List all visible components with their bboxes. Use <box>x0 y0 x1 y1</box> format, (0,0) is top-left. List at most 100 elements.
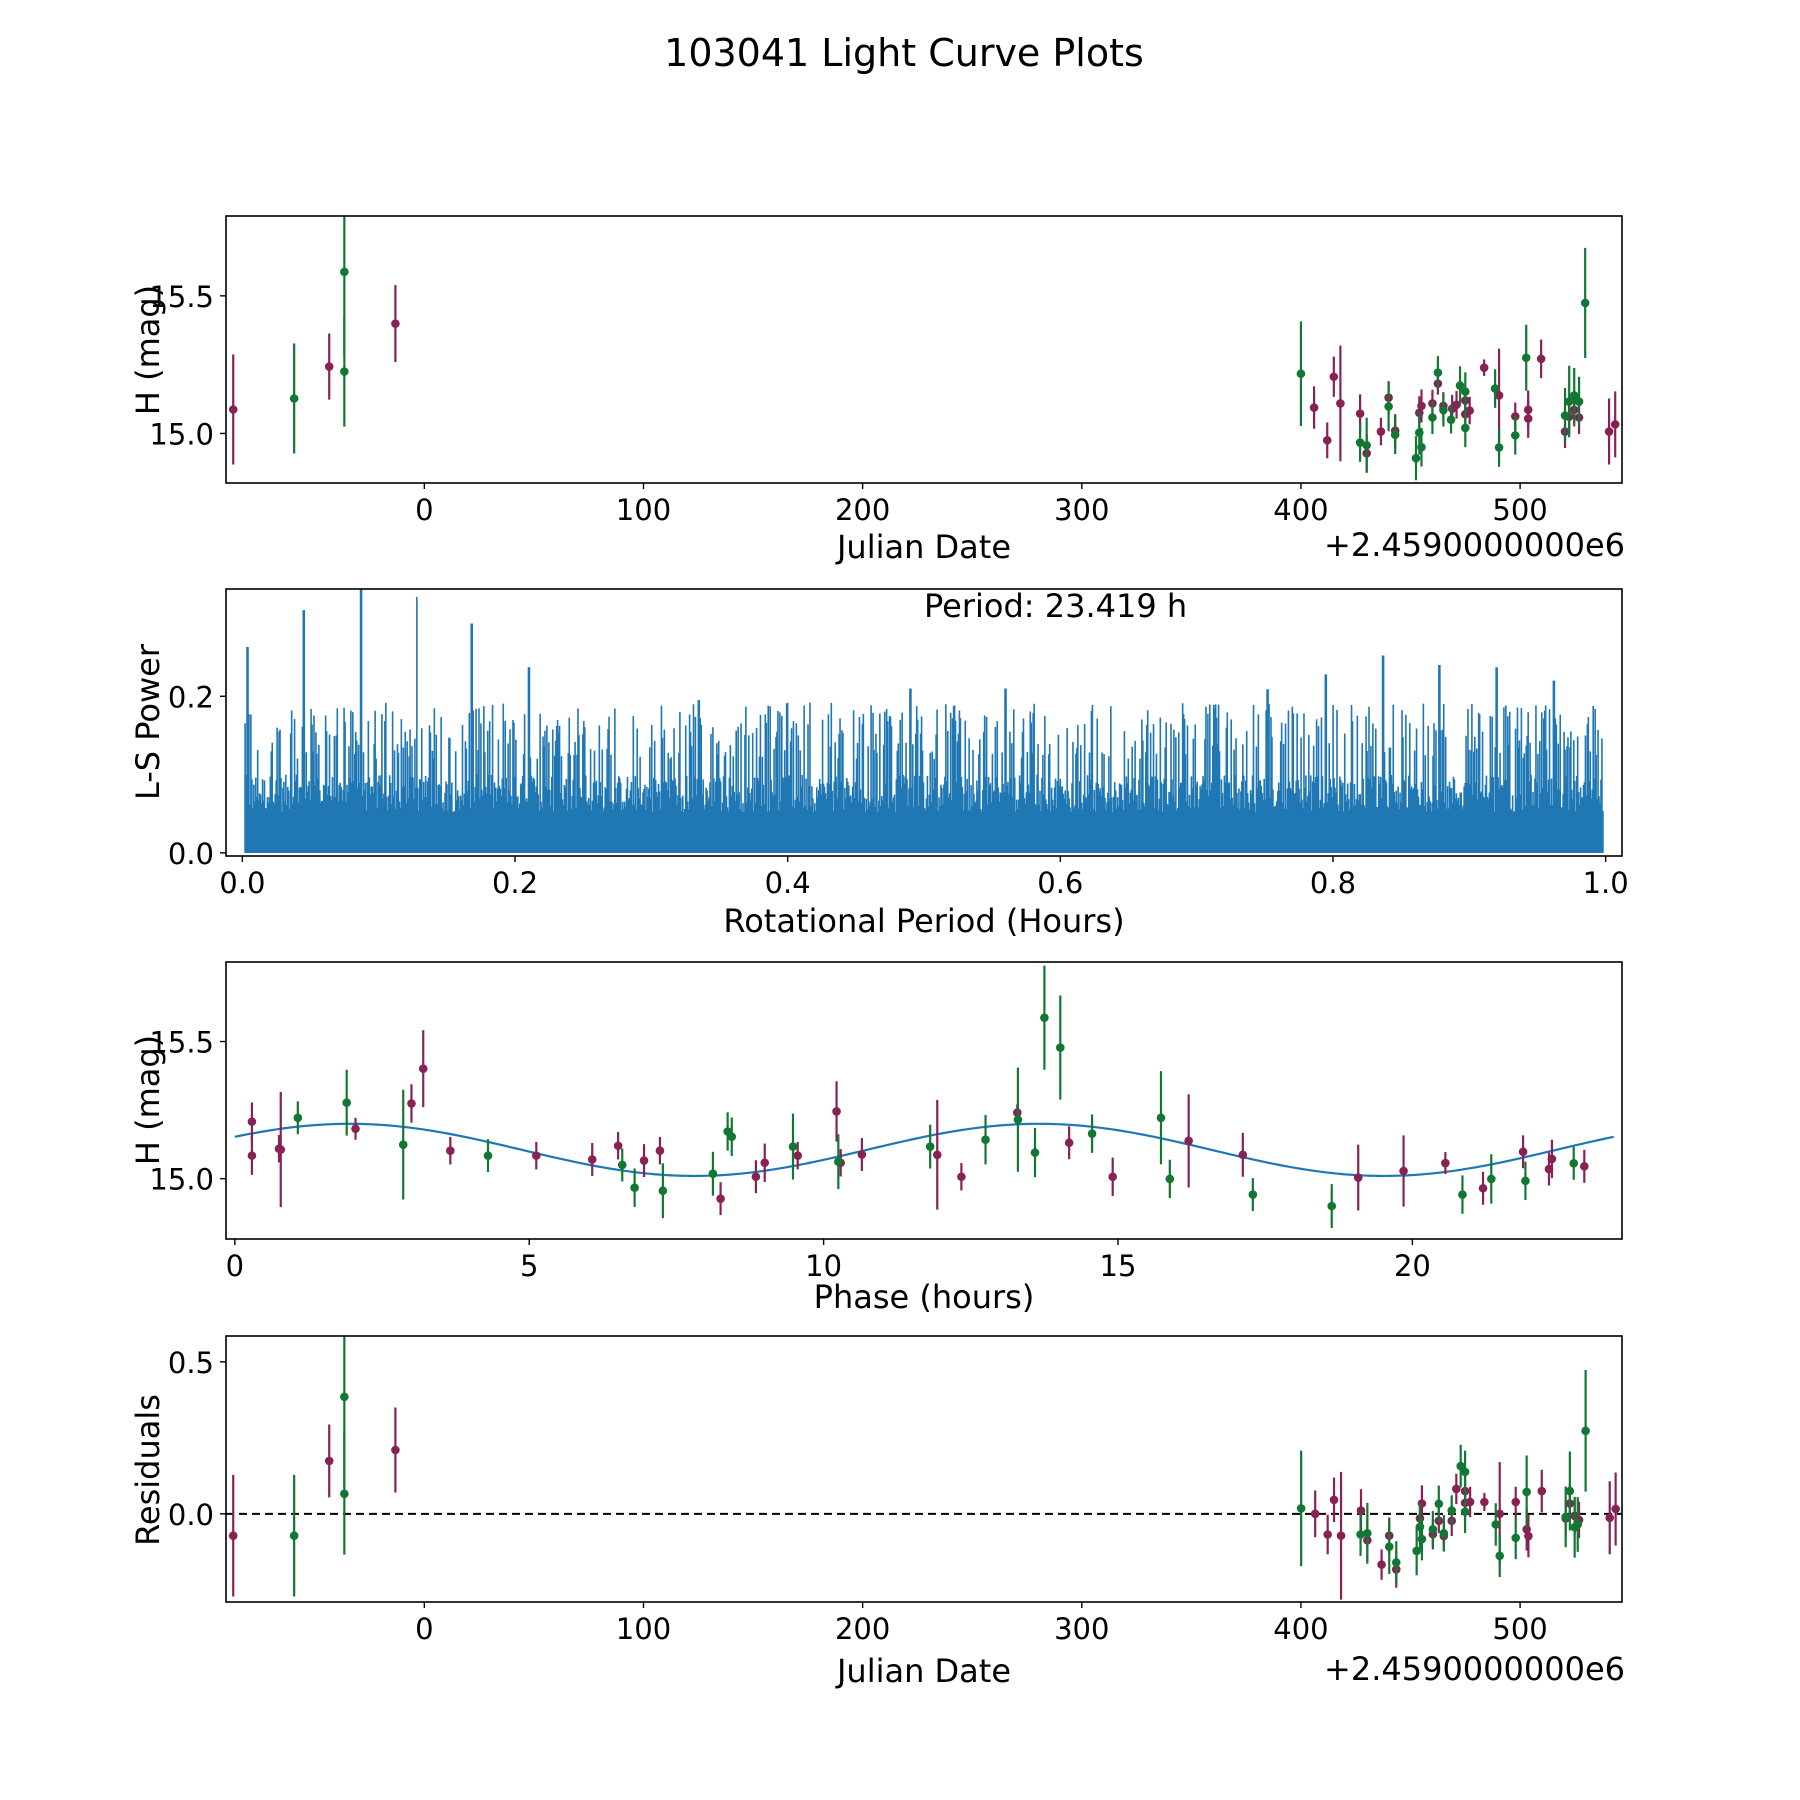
data-point <box>1417 442 1426 452</box>
data-point <box>1434 1499 1444 1509</box>
data-point <box>247 1151 257 1160</box>
lightcurve-series-filter-b <box>289 216 1590 481</box>
data-point <box>340 1489 349 1499</box>
data-point <box>1547 1154 1557 1164</box>
data-point <box>228 1531 238 1541</box>
data-point <box>1461 423 1470 433</box>
data-point <box>1537 1486 1547 1496</box>
data-point <box>1518 1147 1528 1157</box>
data-point <box>1087 1129 1097 1138</box>
data-point <box>1511 1533 1521 1543</box>
data-point <box>1362 440 1371 450</box>
data-point <box>1336 1531 1346 1541</box>
data-point <box>932 1150 942 1160</box>
data-point <box>1376 427 1386 436</box>
data-point <box>1486 1174 1496 1184</box>
period-annotation: Period: 23.419 h <box>924 587 1187 625</box>
phased-axes-frame <box>225 961 1623 1240</box>
phased-x-tick-label: 5 <box>520 1249 538 1283</box>
data-point <box>1479 363 1489 372</box>
data-point <box>639 1156 649 1165</box>
data-point <box>1458 1190 1467 1199</box>
data-point <box>1248 1190 1258 1199</box>
data-point <box>1610 420 1620 429</box>
data-point <box>391 319 400 328</box>
data-point <box>1495 1551 1505 1561</box>
data-point <box>1030 1148 1040 1157</box>
data-point <box>1560 411 1570 420</box>
data-point <box>1565 1486 1575 1496</box>
data-point <box>1384 402 1393 411</box>
data-point <box>1336 399 1345 408</box>
data-point <box>1491 1520 1501 1529</box>
phased-x-tick-label: 15 <box>1100 1249 1137 1283</box>
data-point <box>1522 1487 1531 1497</box>
residuals-x-offset: +2.4590000000e6 <box>1324 1650 1625 1688</box>
data-point <box>1447 1506 1457 1515</box>
data-point <box>1581 1426 1590 1436</box>
data-point <box>1569 391 1579 400</box>
data-point <box>630 1183 639 1193</box>
data-point <box>531 1151 541 1160</box>
phased-x-tick-label: 10 <box>805 1249 842 1283</box>
lightcurve-x-tick-label: 400 <box>1273 493 1328 527</box>
data-point <box>1573 1520 1583 1529</box>
periodogram-y-tick-label: 0.0 <box>168 837 214 871</box>
phased-x-tick-label: 0 <box>226 1249 244 1283</box>
data-point <box>1510 431 1520 440</box>
data-point <box>788 1142 798 1151</box>
data-point <box>925 1142 935 1151</box>
lightcurve-x-label: Julian Date <box>835 528 1011 566</box>
data-point <box>1455 381 1465 390</box>
data-point <box>1524 1531 1533 1541</box>
data-point <box>324 1456 334 1466</box>
lightcurve-axes-frame <box>225 215 1623 484</box>
data-point <box>1494 391 1504 400</box>
residuals-y-tick-label: 0.0 <box>168 1498 214 1532</box>
data-point <box>289 1531 299 1541</box>
lightcurve-marks <box>228 216 1620 481</box>
data-point <box>1165 1174 1175 1184</box>
data-point <box>1428 1525 1438 1534</box>
data-point <box>1040 1013 1049 1022</box>
data-point <box>1310 1509 1320 1519</box>
lightcurve-y-label: H (mag) <box>129 285 167 415</box>
data-point <box>1511 1497 1521 1507</box>
residuals-series-filter-b <box>289 1336 1590 1597</box>
data-point <box>342 1098 352 1107</box>
data-point <box>1384 1542 1394 1551</box>
data-point <box>1574 397 1584 406</box>
lightcurve-x-tick-label: 500 <box>1492 493 1547 527</box>
data-point <box>483 1151 493 1160</box>
data-point <box>324 362 334 371</box>
data-point <box>613 1141 623 1151</box>
data-point <box>1441 1158 1450 1168</box>
data-point <box>617 1160 627 1170</box>
data-point <box>1439 1528 1449 1538</box>
data-point <box>1480 1497 1489 1507</box>
phased-y-tick-label: 15.0 <box>149 1163 214 1197</box>
data-point <box>1495 1509 1505 1519</box>
data-point <box>1296 1504 1306 1513</box>
data-point <box>1460 1467 1470 1477</box>
data-point <box>1108 1172 1118 1182</box>
lightcurve-x-offset: +2.4590000000e6 <box>1324 526 1625 564</box>
data-point <box>1465 1497 1475 1507</box>
data-point <box>1446 415 1456 424</box>
phased-series-filter-b <box>293 965 1579 1229</box>
data-point <box>751 1172 761 1182</box>
data-point <box>1611 1504 1620 1514</box>
phased-plot-area <box>247 965 1589 1229</box>
residuals-x-tick-label: 200 <box>835 1612 890 1646</box>
data-point <box>1329 372 1339 382</box>
periodogram-panel: 0.0 0.2 0.4 0.6 0.8 1.0 0.0 0.2 Period: 23.419… <box>129 587 1629 940</box>
data-point <box>293 1113 303 1123</box>
data-point <box>1329 1495 1339 1505</box>
periodogram-line <box>244 589 1604 853</box>
periodogram-x-tick-label: 0.0 <box>219 866 265 900</box>
residuals-x-tick-label: 300 <box>1054 1612 1109 1646</box>
data-point <box>1056 1043 1065 1052</box>
data-point <box>1580 1162 1589 1171</box>
data-point <box>1564 397 1574 406</box>
data-point <box>857 1150 867 1159</box>
